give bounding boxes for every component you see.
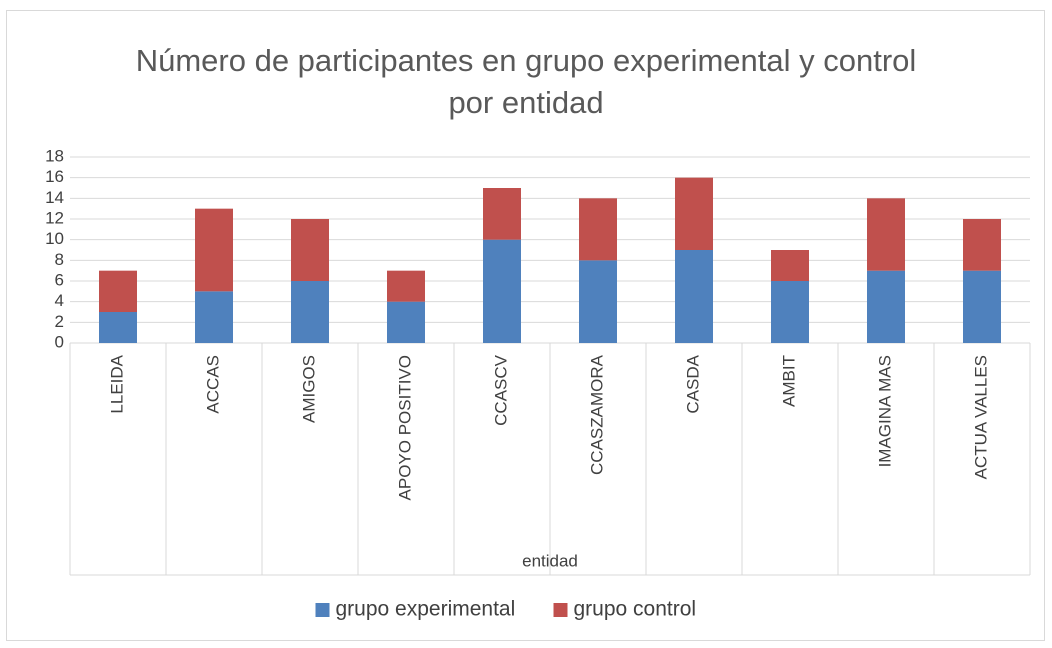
bar (963, 270, 1001, 343)
x-tick-label: ACCAS (203, 355, 222, 414)
bar (99, 270, 137, 312)
x-tick-label: IMAGINA MAS (875, 355, 894, 467)
y-tick-label: 10 (45, 229, 64, 248)
y-tick-label: 14 (45, 188, 64, 207)
x-tick-label: LLEIDA (107, 354, 126, 413)
x-tick-label: AMBIT (779, 355, 798, 407)
x-axis-title: entidad (522, 551, 578, 570)
chart-border (6, 10, 1045, 641)
y-tick-label: 12 (45, 208, 64, 227)
y-tick-label: 16 (45, 167, 64, 186)
bar (675, 250, 713, 343)
x-tick-label: APOYO POSITIVO (395, 355, 414, 500)
x-tick-label: CCASZAMORA (587, 354, 606, 475)
y-tick-label: 4 (55, 291, 64, 310)
bar (387, 270, 425, 302)
y-tick-label: 8 (55, 250, 64, 269)
legend-label: grupo control (574, 598, 697, 621)
x-tick-label: ACTUA VALLES (971, 355, 990, 479)
legend-swatch (315, 603, 330, 617)
y-tick-label: 6 (55, 270, 64, 289)
x-tick-label: CASDA (683, 354, 702, 413)
x-tick-label: CCASCV (491, 354, 510, 426)
bar (963, 219, 1001, 271)
bar (579, 198, 617, 261)
y-tick-label: 0 (55, 332, 64, 351)
y-tick-label: 2 (55, 312, 64, 331)
bar (291, 281, 329, 343)
bar (771, 281, 809, 343)
legend-label: grupo experimental (336, 598, 516, 621)
bar (195, 291, 233, 343)
bar (483, 239, 521, 343)
bar (99, 312, 137, 343)
bar (195, 208, 233, 292)
bar (771, 250, 809, 281)
chart-title: Número de participantes en grupo experim… (135, 43, 917, 120)
bar (579, 260, 617, 343)
bar (867, 270, 905, 343)
legend-swatch (553, 603, 568, 617)
bar (675, 177, 713, 250)
y-tick-label: 18 (45, 146, 64, 165)
bar (387, 301, 425, 343)
bar (291, 219, 329, 281)
bar (483, 188, 521, 240)
bar (867, 198, 905, 271)
x-tick-label: AMIGOS (299, 355, 318, 423)
